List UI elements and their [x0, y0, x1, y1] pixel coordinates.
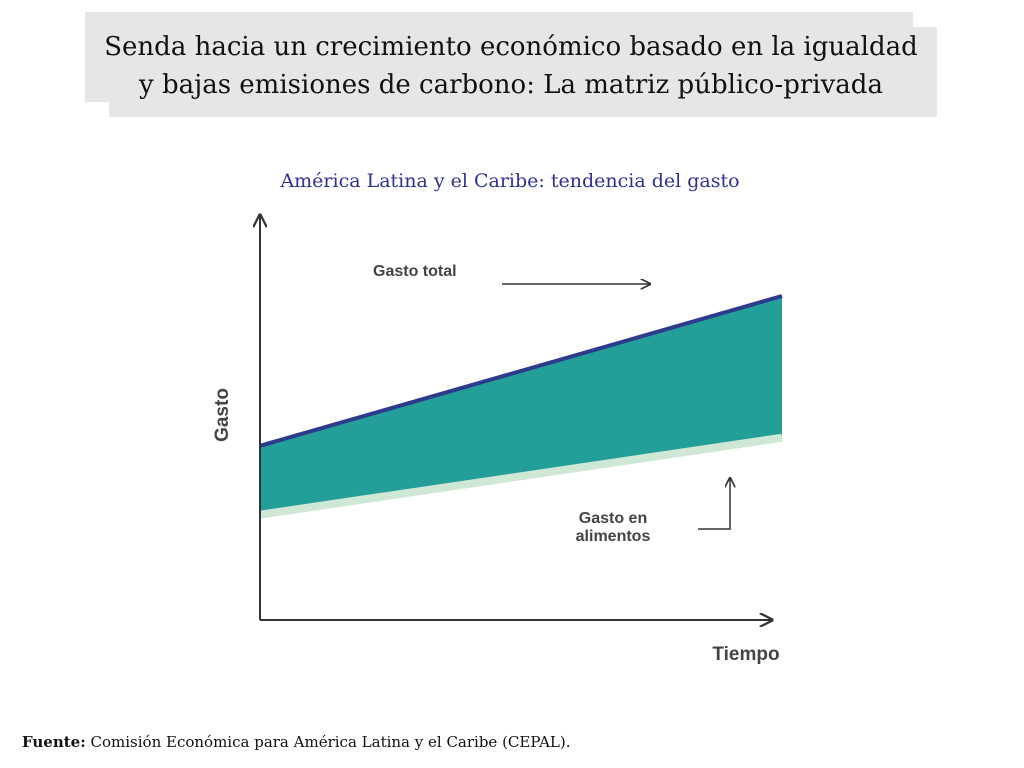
spending-gap-area: [260, 296, 782, 515]
series-line-gasto-total: [259, 294, 783, 448]
annotation-arrow-gasto-en-alimentos: [698, 478, 730, 530]
annotation-gasto-en-alimentos: Gasto en alimentos: [576, 510, 651, 545]
x-axis-label: Tiempo: [712, 644, 779, 665]
source-text: Comisión Económica para América Latina y…: [90, 733, 571, 751]
annotation-gasto-total: Gasto total: [373, 263, 457, 280]
series-line-gasto-en-alimentos: [259, 433, 783, 519]
title-backdrop-shadow: [109, 27, 937, 117]
annotation-gasto-en-alimentos-line-2: alimentos: [576, 528, 651, 545]
slide-title-line-2: y bajas emisiones de carbono: La matriz …: [139, 70, 883, 100]
source-note: Fuente: Comisión Económica para América …: [22, 733, 571, 751]
annotation-gasto-en-alimentos-line-1: Gasto en: [579, 510, 647, 527]
chart-title: América Latina y el Caribe: tendencia de…: [280, 170, 740, 192]
slide-title-line-1: Senda hacia un crecimiento económico bas…: [104, 32, 918, 62]
y-axis-label: Gasto: [212, 388, 233, 442]
slide-title: Senda hacia un crecimiento económico bas…: [85, 28, 937, 104]
source-label: Fuente:: [22, 733, 86, 751]
